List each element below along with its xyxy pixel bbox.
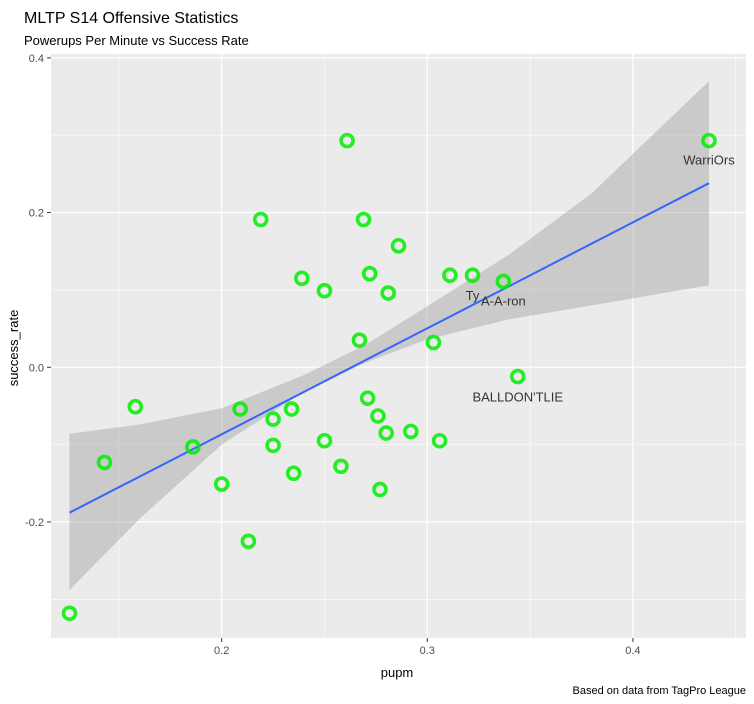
data-point xyxy=(283,401,300,417)
data-point xyxy=(380,285,397,301)
y-tick-label: 0.2 xyxy=(29,208,44,220)
chart-caption: Based on data from TagPro League xyxy=(573,685,746,697)
data-point xyxy=(285,465,302,482)
trend-line xyxy=(69,182,710,514)
data-point xyxy=(403,423,419,440)
data-point xyxy=(127,398,144,415)
y-tick-label: 0.4 xyxy=(29,53,44,65)
point-label: WarriOrs xyxy=(683,153,735,168)
data-point xyxy=(701,132,717,149)
y-axis-title: success_rate xyxy=(6,310,21,387)
y-axis-ticks: -0.2 0.0 0.2 0.4 xyxy=(25,53,51,529)
confidence-band xyxy=(69,81,709,590)
data-point xyxy=(431,432,448,449)
data-point xyxy=(509,368,526,385)
plot-panel xyxy=(51,54,746,638)
data-point xyxy=(495,273,512,290)
data-point xyxy=(232,401,248,417)
data-point xyxy=(61,605,78,622)
point-label: Ty xyxy=(466,288,480,303)
x-axis-title: pupm xyxy=(381,665,414,680)
data-point xyxy=(390,238,407,254)
point-label: BALLDON'TLIE xyxy=(472,389,563,404)
data-point xyxy=(265,411,281,427)
chart-title: MLTP S14 Offensive Statistics xyxy=(24,10,238,27)
data-point xyxy=(361,265,378,282)
data-point xyxy=(372,481,388,498)
data-point xyxy=(185,439,201,455)
data-point xyxy=(96,454,113,471)
y-tick-label: 0.0 xyxy=(29,362,44,374)
data-point xyxy=(213,476,230,492)
data-point xyxy=(294,270,310,287)
x-tick-label: 0.3 xyxy=(420,645,435,657)
data-point xyxy=(252,211,269,228)
point-labels: WarriOrs Ty A-A-ron BALLDON'TLIE xyxy=(466,153,736,405)
data-point xyxy=(442,267,458,284)
minor-gridlines xyxy=(51,54,746,638)
data-point xyxy=(378,425,394,441)
data-point xyxy=(316,282,333,299)
data-point xyxy=(370,408,386,424)
data-point xyxy=(333,458,349,475)
data-point xyxy=(355,211,372,228)
data-point xyxy=(425,334,442,351)
x-tick-label: 0.2 xyxy=(214,645,229,657)
x-tick-label: 0.4 xyxy=(625,645,640,657)
data-point xyxy=(351,332,368,348)
chart-subtitle: Powerups Per Minute vs Success Rate xyxy=(24,33,249,48)
y-tick-label: -0.2 xyxy=(25,517,44,529)
data-point xyxy=(240,533,257,550)
data-points xyxy=(61,132,717,622)
data-point xyxy=(316,432,333,449)
data-point xyxy=(339,132,355,149)
point-label: A-A-ron xyxy=(481,294,526,309)
data-point xyxy=(265,437,281,454)
data-point xyxy=(464,267,481,284)
x-axis-ticks: 0.2 0.3 0.4 xyxy=(214,638,641,657)
data-point xyxy=(359,390,376,407)
